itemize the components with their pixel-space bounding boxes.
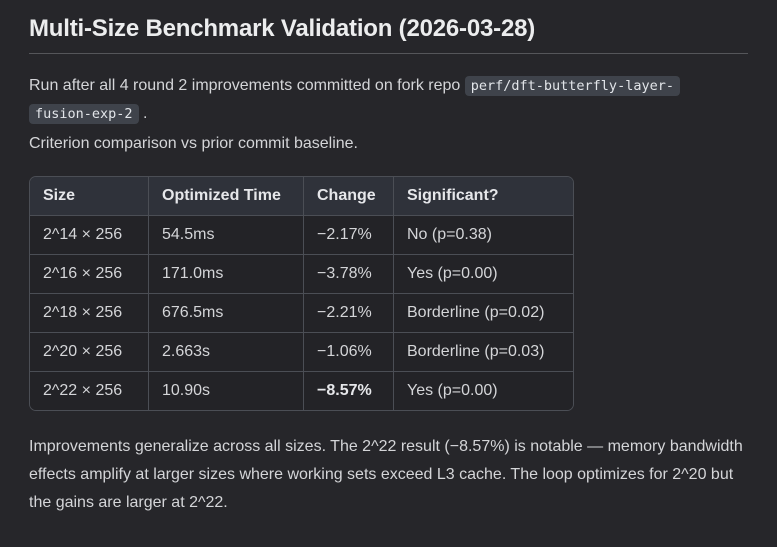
- time-cell: 676.5ms: [148, 294, 303, 333]
- table-row: 2^14 × 256 54.5ms −2.17% No (p=0.38): [30, 216, 573, 255]
- repo-code-chip-line2: fusion-exp-2: [29, 104, 139, 124]
- intro-paragraph: Run after all 4 round 2 improvements com…: [29, 72, 748, 128]
- col-header-size: Size: [30, 177, 148, 216]
- significant-cell: Borderline (p=0.02): [393, 294, 573, 333]
- intro-text-after-code: .: [138, 105, 148, 122]
- col-header-significant: Significant?: [393, 177, 573, 216]
- size-cell: 2^20 × 256: [30, 333, 148, 372]
- size-cell: 2^18 × 256: [30, 294, 148, 333]
- time-cell: 171.0ms: [148, 255, 303, 294]
- table-row: 2^18 × 256 676.5ms −2.21% Borderline (p=0.0…: [30, 294, 573, 333]
- criterion-paragraph: Criterion comparison vs prior commit bas…: [29, 135, 358, 152]
- col-header-change: Change: [303, 177, 393, 216]
- change-cell: −3.78%: [303, 255, 393, 294]
- significant-cell: Yes (p=0.00): [393, 255, 573, 294]
- size-cell: 2^22 × 256: [30, 372, 148, 410]
- benchmark-table: Size Optimized Time Change Significant? …: [29, 176, 574, 411]
- time-cell: 54.5ms: [148, 216, 303, 255]
- intro-text: Run after all 4 round 2 improvements com…: [29, 77, 465, 94]
- repo-code-chip-line1: perf/dft-butterfly-layer-: [464, 76, 680, 96]
- summary-paragraph: Improvements generalize across all sizes…: [29, 438, 743, 511]
- size-cell: 2^14 × 256: [30, 216, 148, 255]
- title-divider: [29, 53, 748, 54]
- size-cell: 2^16 × 256: [30, 255, 148, 294]
- change-cell: −2.17%: [303, 216, 393, 255]
- page-title: Multi-Size Benchmark Validation (2026-03…: [29, 15, 536, 42]
- change-cell: −1.06%: [303, 333, 393, 372]
- change-cell: −8.57%: [303, 372, 393, 410]
- time-cell: 10.90s: [148, 372, 303, 410]
- time-cell: 2.663s: [148, 333, 303, 372]
- significant-cell: Yes (p=0.00): [393, 372, 573, 410]
- table-row: 2^20 × 256 2.663s −1.06% Borderline (p=0.03…: [30, 333, 573, 372]
- col-header-time: Optimized Time: [148, 177, 303, 216]
- significant-cell: No (p=0.38): [393, 216, 573, 255]
- markdown-document: Multi-Size Benchmark Validation (2026-03…: [0, 15, 777, 517]
- significant-cell: Borderline (p=0.03): [393, 333, 573, 372]
- table-row: 2^22 × 256 10.90s −8.57% Yes (p=0.00): [30, 372, 573, 410]
- change-cell: −2.21%: [303, 294, 393, 333]
- table-header-row: Size Optimized Time Change Significant?: [30, 177, 573, 216]
- benchmark-table-body: 2^14 × 256 54.5ms −2.17% No (p=0.38) 2^16 × …: [30, 216, 573, 410]
- table-row: 2^16 × 256 171.0ms −3.78% Yes (p=0.00): [30, 255, 573, 294]
